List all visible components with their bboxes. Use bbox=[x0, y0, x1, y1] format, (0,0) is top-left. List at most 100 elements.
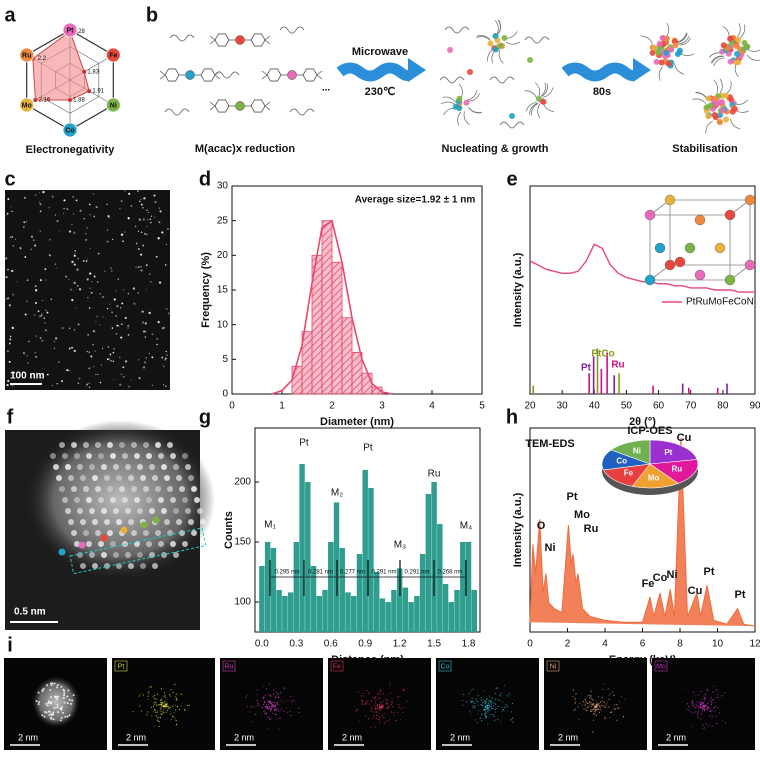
element-signal bbox=[502, 701, 504, 703]
ligand bbox=[463, 111, 470, 125]
atom-column bbox=[104, 519, 110, 525]
particle bbox=[165, 350, 167, 353]
particle bbox=[127, 327, 129, 329]
element-signal bbox=[477, 696, 479, 698]
element-signal bbox=[497, 687, 499, 689]
particle bbox=[28, 340, 30, 343]
element-signal bbox=[598, 702, 600, 704]
element-signal bbox=[482, 704, 484, 706]
element-signal bbox=[483, 690, 486, 692]
particle bbox=[144, 233, 146, 235]
element-signal bbox=[699, 705, 701, 707]
element-signal bbox=[263, 696, 265, 698]
element-signal bbox=[593, 705, 595, 707]
acac-ring bbox=[302, 68, 318, 82]
atom-column bbox=[161, 552, 167, 558]
element-signal bbox=[492, 713, 494, 716]
atom-column bbox=[59, 442, 65, 448]
element-signal bbox=[598, 706, 601, 708]
bond bbox=[264, 39, 271, 45]
atom-column bbox=[101, 464, 107, 470]
element-signal bbox=[174, 709, 177, 711]
element-label: Ni bbox=[550, 663, 557, 670]
profile-bar bbox=[362, 470, 368, 632]
element-signal bbox=[379, 697, 381, 699]
element-signal bbox=[466, 701, 468, 703]
element-signal bbox=[390, 704, 392, 706]
element-label: Co bbox=[65, 127, 74, 134]
cube-atom bbox=[694, 269, 706, 281]
atom-column bbox=[143, 442, 149, 448]
inset-title: TEM-EDS bbox=[525, 438, 575, 450]
element-signal bbox=[709, 710, 711, 712]
element-signal bbox=[139, 693, 142, 695]
particle bbox=[15, 238, 17, 240]
element-signal bbox=[603, 683, 605, 685]
atom bbox=[37, 691, 40, 694]
ligand bbox=[710, 55, 724, 63]
ligand bbox=[730, 118, 741, 130]
particle bbox=[74, 253, 76, 255]
element-signal bbox=[161, 705, 163, 707]
atom bbox=[509, 113, 515, 119]
particle bbox=[102, 316, 104, 318]
peak-label: Pt bbox=[704, 566, 715, 578]
particle bbox=[164, 234, 166, 236]
element-signal bbox=[592, 708, 594, 710]
element-signal bbox=[590, 690, 592, 692]
peak-label: Ru bbox=[428, 469, 441, 480]
particle bbox=[164, 385, 167, 388]
particle bbox=[133, 302, 136, 305]
element-signal bbox=[585, 702, 588, 704]
y-axis-label: Intensity (a.u.) bbox=[512, 252, 524, 327]
cube-atom bbox=[664, 259, 676, 271]
element-signal bbox=[267, 707, 269, 709]
element-signal bbox=[607, 706, 609, 708]
element-signal bbox=[257, 703, 259, 705]
element-signal bbox=[285, 706, 287, 708]
element-signal bbox=[591, 709, 593, 711]
data-line bbox=[529, 437, 756, 627]
ligand bbox=[746, 54, 760, 61]
element-signal bbox=[374, 711, 376, 713]
scale-label: 2 nm bbox=[558, 732, 578, 742]
particle bbox=[115, 290, 118, 292]
element-signal bbox=[399, 718, 402, 720]
element-signal bbox=[267, 705, 269, 708]
element-signal bbox=[378, 704, 381, 706]
atom-column bbox=[158, 497, 164, 503]
atom-column bbox=[188, 475, 194, 481]
pie-label: Mo bbox=[648, 473, 660, 482]
atom-column bbox=[101, 552, 107, 558]
particle bbox=[119, 383, 122, 386]
atom-column bbox=[86, 541, 92, 547]
element-signal bbox=[395, 720, 397, 722]
element-label: Fe bbox=[333, 663, 341, 670]
element-signal bbox=[155, 715, 157, 717]
ligand bbox=[736, 23, 741, 38]
element-signal bbox=[490, 706, 492, 708]
panel-letter: i bbox=[7, 634, 13, 656]
element-signal bbox=[589, 709, 592, 711]
particle bbox=[95, 374, 97, 376]
particle bbox=[30, 248, 32, 251]
atom bbox=[67, 689, 70, 692]
particle bbox=[16, 281, 18, 283]
element-signal bbox=[593, 705, 595, 707]
particle bbox=[39, 230, 41, 232]
atom-column bbox=[137, 508, 143, 514]
particle bbox=[76, 284, 79, 287]
element-signal bbox=[391, 697, 393, 700]
atom-column bbox=[158, 453, 164, 459]
ligand bbox=[739, 24, 746, 39]
element-signal bbox=[485, 712, 487, 714]
element-signal bbox=[501, 710, 504, 713]
atom-column bbox=[125, 552, 131, 558]
acac-ring bbox=[266, 68, 282, 82]
particle bbox=[95, 321, 97, 323]
cube-face bbox=[669, 199, 751, 266]
element-signal bbox=[484, 705, 486, 708]
atom bbox=[527, 57, 533, 63]
scale-label: 100 nm bbox=[10, 371, 45, 382]
element-signal bbox=[267, 700, 270, 702]
